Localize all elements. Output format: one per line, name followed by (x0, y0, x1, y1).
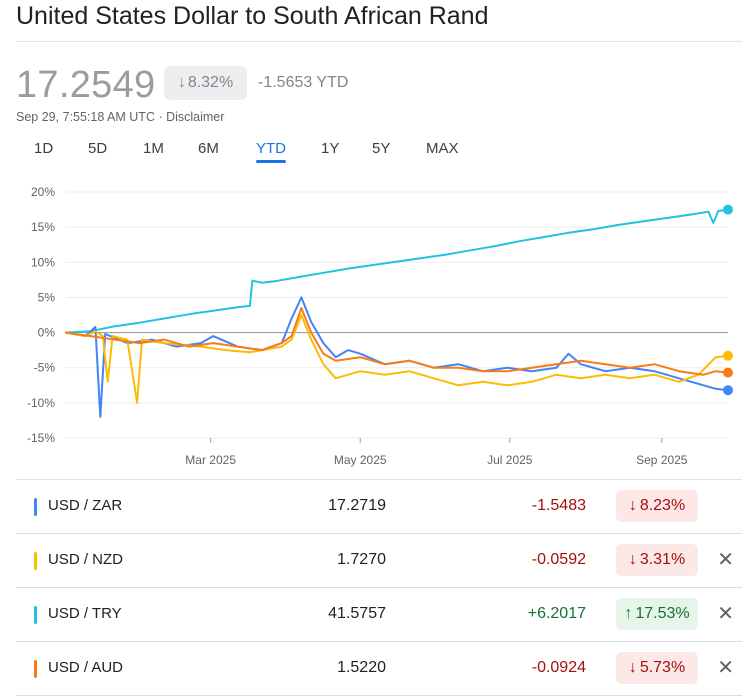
x-tick-label: Sep 2025 (636, 453, 688, 467)
tab-1m[interactable]: 1M (143, 140, 164, 157)
percent-badge: ↓ 8.23% (616, 490, 698, 522)
header-divider (16, 41, 742, 42)
percent-value: 17.53% (635, 605, 690, 622)
remove-comparison-button[interactable]: ✕ (717, 657, 734, 679)
series-line-usd-zar (65, 296, 729, 418)
x-tick-label: Jul 2025 (487, 453, 533, 467)
arrow-down-icon: ↓ (628, 659, 637, 676)
pair-value: 17.2719 (328, 497, 386, 514)
y-tick-label: 15% (31, 220, 55, 234)
y-tick-label: 20% (31, 185, 55, 199)
y-tick-label: 5% (38, 290, 56, 304)
arrow-down-icon: ↓ (628, 497, 637, 514)
currency-pair: USD / NZD (48, 551, 123, 568)
tab-5y[interactable]: 5Y (372, 140, 391, 157)
x-tick-label: May 2025 (334, 453, 387, 467)
percent-value: 5.73% (639, 659, 686, 676)
percent-value: 3.31% (639, 551, 686, 568)
table-top-divider (16, 479, 742, 480)
tab-1y[interactable]: 1Y (321, 140, 340, 157)
currency-pair: USD / ZAR (48, 497, 123, 514)
timestamp: Sep 29, 7:55:18 AM UTC (16, 110, 155, 124)
table-row[interactable]: USD / ZAR 17.2719 -1.5483 ↓ 8.23% (16, 480, 742, 534)
current-price: 17.2549 (16, 64, 156, 106)
separator: · (154, 110, 167, 124)
pair-change: -0.0592 (531, 551, 586, 568)
percent-badge: ↓ 3.31% (616, 544, 698, 576)
series-line-usd-aud (65, 307, 729, 376)
series-color-swatch (34, 552, 37, 570)
pair-change: -1.5483 (531, 497, 586, 514)
percent-badge: ↓ 5.73% (616, 652, 698, 684)
tab-max[interactable]: MAX (426, 140, 459, 157)
y-tick-label: -10% (27, 396, 55, 410)
pair-change: -0.0924 (531, 659, 586, 676)
currency-pair: USD / AUD (48, 659, 124, 676)
page-title: United States Dollar to South African Ra… (16, 2, 489, 30)
table-row[interactable]: USD / TRY 41.5757 +6.2017 ↑ 17.53% ✕ (16, 588, 742, 642)
comparison-chart[interactable]: 20% 15% 10% 5% 0% -5% -10% -15% Mar 2025 May 2025… (0, 178, 742, 476)
currency-pair: USD / TRY (48, 605, 122, 622)
series-color-swatch (34, 606, 37, 624)
y-tick-label: -5% (34, 361, 56, 375)
pair-value: 1.5220 (337, 659, 386, 676)
pair-value: 41.5757 (328, 605, 386, 622)
tab-5d[interactable]: 5D (88, 140, 108, 157)
ytd-change: -1.5653 YTD (258, 74, 349, 91)
tab-6m[interactable]: 6M (198, 140, 219, 157)
remove-comparison-button[interactable]: ✕ (717, 549, 734, 571)
series-end-point-usd-zar (723, 385, 733, 396)
y-tick-label: 10% (31, 255, 55, 269)
timestamp-line: Sep 29, 7:55:18 AM UTC · Disclaimer (16, 110, 224, 124)
pair-change: +6.2017 (527, 605, 586, 622)
series-end-point-usd-aud (723, 367, 733, 378)
series-end-point-usd-nzd (723, 350, 733, 361)
tab-1d[interactable]: 1D (34, 140, 54, 157)
series-color-swatch (34, 660, 37, 678)
comparison-table: USD / ZAR 17.2719 -1.5483 ↓ 8.23% USD / N… (16, 480, 742, 696)
table-row[interactable]: USD / NZD 1.7270 -0.0592 ↓ 3.31% ✕ (16, 534, 742, 588)
series-line-usd-try (65, 208, 729, 334)
series-end-point-usd-try (723, 204, 733, 215)
change-pill: ↓ 8.32% (164, 66, 247, 100)
percent-value: 8.23% (639, 497, 686, 514)
remove-comparison-button[interactable]: ✕ (717, 603, 734, 625)
arrow-up-icon: ↑ (624, 605, 633, 622)
change-percent: 8.32% (187, 74, 234, 91)
y-tick-label: 0% (38, 326, 56, 340)
percent-badge: ↑ 17.53% (616, 598, 698, 630)
x-tick-label: Mar 2025 (185, 453, 236, 467)
tab-ytd[interactable]: YTD (256, 140, 286, 163)
arrow-down-icon: ↓ (628, 551, 637, 568)
series-line-usd-nzd (65, 314, 729, 404)
table-row[interactable]: USD / AUD 1.5220 -0.0924 ↓ 5.73% ✕ (16, 642, 742, 696)
arrow-down-icon: ↓ (177, 74, 186, 91)
y-tick-label: -15% (27, 431, 55, 445)
series-color-swatch (34, 498, 37, 516)
disclaimer-link[interactable]: Disclaimer (166, 110, 225, 124)
range-tabs: 1D 5D 1M 6M YTD 1Y 5Y MAX (16, 140, 476, 164)
pair-value: 1.7270 (337, 551, 386, 568)
